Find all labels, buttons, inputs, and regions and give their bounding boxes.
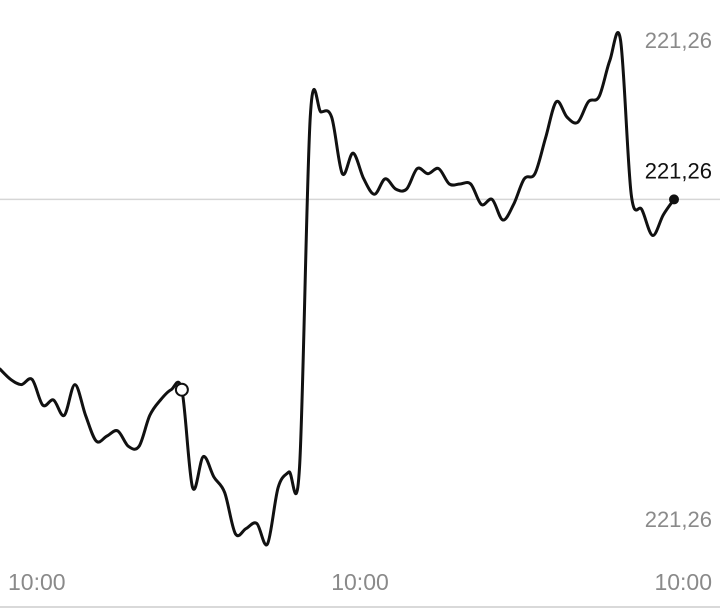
last-price-marker (669, 194, 679, 205)
open-price-marker (174, 382, 189, 397)
y-axis-min-label: 221,26 (645, 507, 712, 532)
price-series-line (0, 31, 676, 547)
x-axis-tick-label: 10:00 (8, 569, 66, 595)
y-axis-max-label: 221,26 (645, 28, 712, 53)
x-axis-tick-label: 10:00 (654, 569, 712, 595)
current-value-label: 221,26 (645, 158, 712, 183)
x-axis-tick-label: 10:00 (331, 569, 389, 595)
